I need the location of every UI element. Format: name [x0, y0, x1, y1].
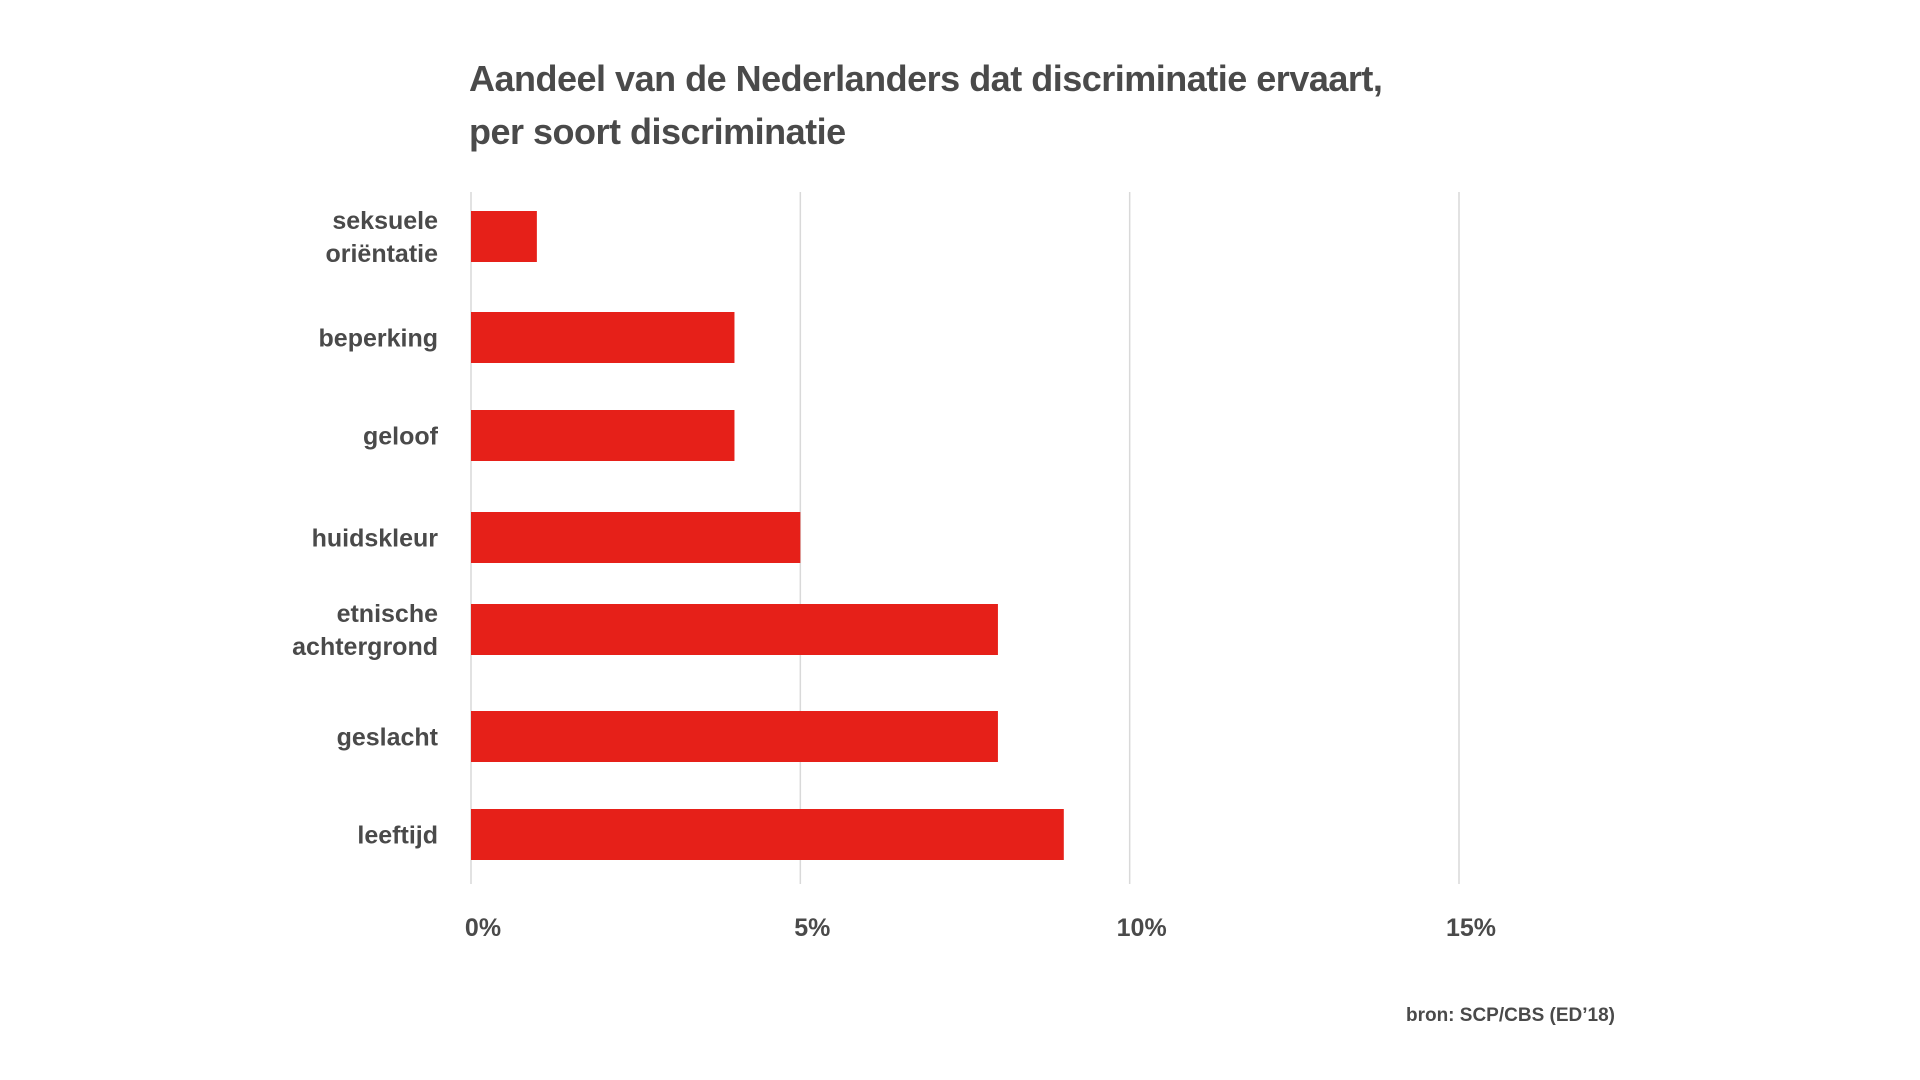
category-label: achtergrond	[292, 633, 438, 661]
source-note: bron: SCP/CBS (ED’18)	[1405, 1005, 1615, 1026]
bar-seksuele-oriëntatie	[471, 211, 537, 262]
chart-subtitle: per soort discriminatie	[469, 111, 846, 152]
x-tick-label: 10%	[1117, 914, 1167, 942]
chart-title: Aandeel van de Nederlanders dat discrimi…	[469, 52, 1383, 158]
category-label: etnische	[337, 600, 439, 628]
category-label: geloof	[363, 423, 439, 451]
category-label: leeftijd	[357, 822, 438, 850]
category-label: huidskleur	[312, 525, 439, 553]
category-label: beperking	[319, 325, 438, 353]
bar-leeftijd	[471, 809, 1064, 860]
category-label: seksuele	[332, 207, 438, 235]
category-label: oriëntatie	[325, 240, 438, 268]
x-tick-label: 15%	[1446, 914, 1496, 942]
bar-geslacht	[471, 711, 998, 762]
x-tick-label: 0%	[465, 914, 501, 942]
bar-huidskleur	[471, 512, 801, 563]
category-label: geslacht	[337, 724, 439, 752]
bar-beperking	[471, 312, 735, 363]
chart-title-line1: Aandeel van de Nederlanders dat discrimi…	[469, 58, 1383, 99]
bar-geloof	[471, 410, 735, 461]
bar-etnische-achtergrond	[471, 604, 998, 655]
x-tick-label: 5%	[794, 914, 830, 942]
